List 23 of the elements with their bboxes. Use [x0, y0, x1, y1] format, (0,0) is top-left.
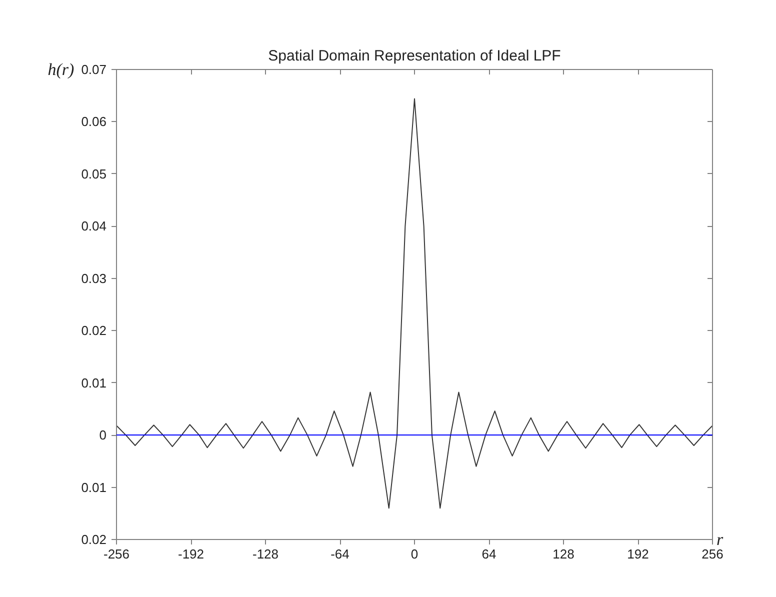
x-axis-title: r [716, 530, 724, 549]
x-tick-label: -256 [103, 546, 130, 562]
y-tick-label: 0.03 [81, 270, 107, 286]
y-tick-label: 0.02 [81, 323, 107, 338]
y-tick-label: 0.06 [81, 114, 107, 130]
y-axis-title: h(r) [48, 60, 75, 79]
y-tick-label: 0.02 [81, 532, 107, 547]
line-series [116, 98, 712, 509]
y-tick-label: 0.01 [81, 480, 107, 495]
x-tick-label: -64 [330, 546, 350, 562]
x-tick-label: 128 [552, 546, 574, 562]
x-tick-label: 64 [482, 546, 496, 562]
y-tick-label: 0.05 [81, 166, 107, 182]
y-tick-label: 0 [99, 428, 107, 443]
x-tick-label: -192 [178, 546, 204, 562]
x-tick-label: -128 [252, 546, 279, 562]
chart-title: Spatial Domain Representation of Ideal LPF [268, 48, 561, 64]
y-tick-label: 0.01 [81, 375, 107, 390]
x-tick-label: 0 [410, 546, 418, 562]
y-tick-label: 0.04 [81, 218, 107, 234]
x-tick-label: 256 [702, 546, 724, 562]
y-tick-label: 0.07 [81, 62, 107, 77]
x-tick-label: 192 [627, 546, 649, 562]
